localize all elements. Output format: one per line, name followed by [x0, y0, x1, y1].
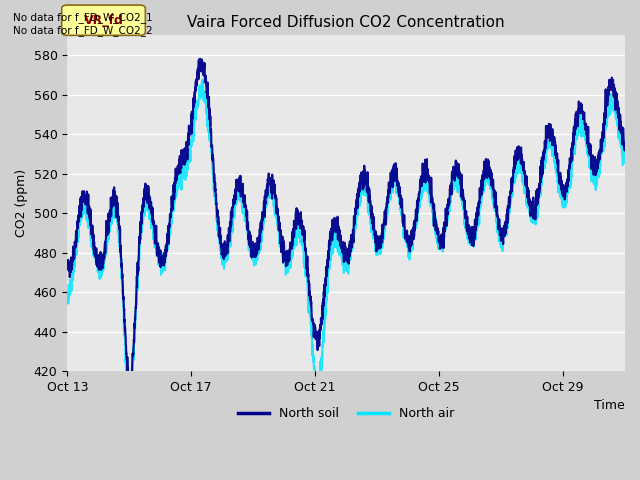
North air	[314, 400, 321, 406]
Text: No data for f_FD_W_CO2_1: No data for f_FD_W_CO2_1	[13, 12, 152, 23]
Line: North soil: North soil	[67, 59, 625, 385]
North air	[611, 108, 618, 114]
North air	[127, 390, 134, 396]
North soil	[63, 261, 71, 267]
North soil	[550, 134, 558, 140]
North air	[621, 149, 629, 155]
North soil	[127, 375, 135, 381]
North soil	[611, 85, 618, 91]
North soil	[161, 251, 168, 257]
North air	[198, 77, 206, 83]
North air	[550, 160, 558, 166]
North soil	[302, 246, 310, 252]
North air	[301, 257, 309, 263]
North air	[278, 243, 285, 249]
North soil	[621, 143, 629, 149]
FancyBboxPatch shape	[61, 5, 145, 36]
Text: No data for f_FD_W_CO2_2: No data for f_FD_W_CO2_2	[13, 25, 152, 36]
North soil	[196, 56, 204, 62]
North soil	[126, 382, 134, 388]
North air	[160, 255, 168, 261]
Title: Vaira Forced Diffusion CO2 Concentration: Vaira Forced Diffusion CO2 Concentration	[188, 15, 505, 30]
North air	[63, 291, 71, 297]
Text: VR_fd: VR_fd	[84, 14, 124, 27]
Legend: North soil, North air: North soil, North air	[233, 402, 460, 425]
Y-axis label: CO2 (ppm): CO2 (ppm)	[15, 169, 28, 237]
Line: North air: North air	[67, 80, 625, 403]
X-axis label: Time: Time	[595, 399, 625, 412]
North soil	[278, 243, 285, 249]
